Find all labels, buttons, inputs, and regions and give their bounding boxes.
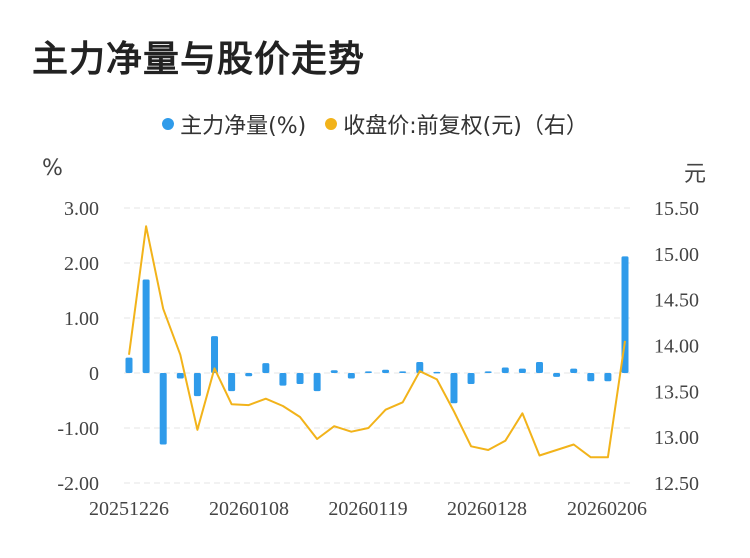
right-tick-label: 13.50 bbox=[654, 381, 699, 403]
net-bar bbox=[535, 362, 543, 373]
x-tick-label: 20251226 bbox=[89, 498, 169, 520]
right-tick-label: 14.50 bbox=[654, 290, 699, 312]
x-tick-label: 20260108 bbox=[209, 498, 289, 520]
net-bar bbox=[125, 357, 133, 373]
net-bar bbox=[416, 362, 424, 373]
net-bar bbox=[211, 336, 219, 373]
net-bar bbox=[347, 373, 355, 379]
left-axis-unit: % bbox=[42, 156, 63, 181]
price-line bbox=[128, 225, 626, 459]
net-bar bbox=[279, 373, 287, 386]
net-bar bbox=[228, 373, 236, 392]
net-bar bbox=[467, 373, 475, 384]
legend-item-net[interactable]: 主力净量(%) bbox=[162, 108, 306, 140]
net-bar bbox=[262, 363, 270, 373]
legend-dot-price bbox=[325, 118, 338, 130]
net-bar bbox=[518, 368, 526, 373]
right-tick-label: 15.50 bbox=[654, 198, 699, 220]
right-tick-label: 14.00 bbox=[654, 336, 699, 358]
x-tick-label: 20260206 bbox=[567, 498, 647, 520]
right-tick-label: 15.00 bbox=[654, 244, 699, 266]
net-bar bbox=[621, 256, 629, 373]
left-tick-label: 1.00 bbox=[64, 308, 99, 330]
net-bar bbox=[433, 371, 441, 374]
net-bar bbox=[159, 373, 167, 445]
right-axis-unit: 元 bbox=[684, 162, 707, 187]
legend-label-net: 主力净量(%) bbox=[180, 114, 307, 139]
right-tick-label: 12.50 bbox=[654, 473, 699, 495]
net-bar bbox=[364, 371, 372, 373]
legend-dot-net bbox=[162, 118, 175, 130]
legend: 主力净量(%) 收盘价:前复权(元)（右） bbox=[0, 108, 750, 140]
x-tick-label: 20260119 bbox=[328, 498, 407, 520]
net-bar bbox=[501, 367, 509, 373]
net-bar bbox=[450, 373, 458, 404]
net-bar bbox=[553, 373, 561, 377]
net-bar bbox=[313, 373, 321, 392]
left-tick-label: 0 bbox=[89, 363, 99, 385]
net-bar bbox=[176, 373, 184, 379]
net-bar bbox=[587, 373, 595, 382]
net-bar bbox=[604, 373, 612, 382]
chart-title: 主力净量与股价走势 bbox=[32, 39, 366, 80]
right-tick-label: 13.00 bbox=[654, 427, 699, 449]
net-bar bbox=[382, 369, 390, 373]
net-bar bbox=[330, 370, 338, 373]
left-tick-label: -2.00 bbox=[57, 473, 99, 495]
legend-label-price: 收盘价:前复权(元)（右） bbox=[343, 114, 588, 139]
net-bar bbox=[296, 373, 304, 384]
net-bar bbox=[484, 371, 492, 373]
net-bar bbox=[142, 279, 150, 373]
net-bar bbox=[245, 373, 253, 377]
net-bar bbox=[570, 368, 578, 373]
x-tick-label: 20260128 bbox=[447, 498, 527, 520]
left-tick-label: -1.00 bbox=[57, 418, 99, 440]
legend-item-price[interactable]: 收盘价:前复权(元)（右） bbox=[325, 108, 588, 140]
net-bar bbox=[193, 373, 201, 397]
left-tick-label: 3.00 bbox=[64, 198, 99, 220]
net-bar bbox=[399, 371, 407, 373]
left-tick-label: 2.00 bbox=[64, 253, 99, 275]
